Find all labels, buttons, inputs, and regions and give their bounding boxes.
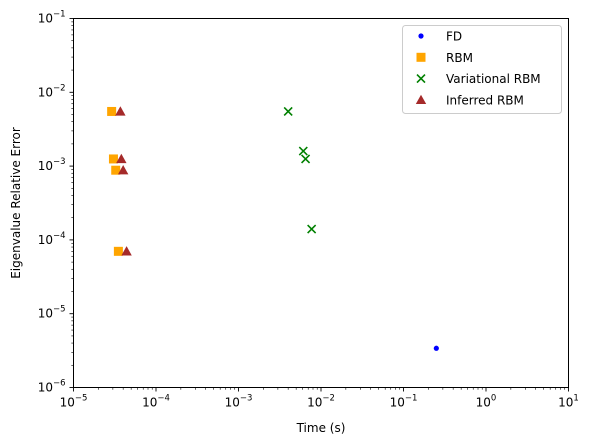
data-point [300, 154, 311, 164]
x-tick-label-exponent: 0 [491, 394, 496, 404]
y-tick-label-mantissa: 10 [38, 381, 53, 395]
data-point [116, 153, 127, 164]
y-tick-label-mantissa: 10 [38, 12, 53, 26]
x-tick-label-exponent: −4 [157, 394, 170, 404]
x-axis-label: Time (s) [296, 421, 346, 435]
y-tick-label-exponent: −2 [53, 83, 66, 93]
data-point [283, 106, 293, 117]
legend-label: Inferred RBM [446, 93, 524, 107]
x-tick-label-mantissa: 10 [142, 396, 157, 410]
legend: FD RBM Variational RBM Inferred RBM [402, 25, 562, 114]
legend-marker [416, 74, 426, 84]
x-axis-ticks: 10−5 10−4 10−3 10−2 10−1 100 101 [60, 387, 579, 410]
x-tick-label: 10−1 [390, 394, 418, 410]
y-tick-label: 10−5 [38, 305, 66, 321]
y-tick-label: 10−4 [38, 231, 66, 247]
x-tick-label: 100 [476, 394, 497, 410]
y-tick-label: 10−3 [38, 157, 66, 173]
y-tick-label-exponent: −6 [53, 379, 66, 389]
x-tick-label: 101 [558, 394, 579, 410]
y-tick-label: 10−6 [38, 379, 66, 395]
x-tick-label-mantissa: 10 [307, 396, 322, 410]
legend-label: FD [446, 30, 462, 44]
y-axis-label: Eigenvalue Relative Error [9, 127, 23, 279]
data-point [113, 246, 123, 256]
y-tick-label-mantissa: 10 [38, 159, 53, 173]
data-point [433, 345, 439, 351]
y-tick-label-mantissa: 10 [38, 233, 53, 247]
x-tick-label-exponent: −2 [322, 394, 335, 404]
y-tick-label: 10−1 [38, 10, 66, 26]
data-point [115, 106, 126, 116]
x-tick-label-mantissa: 10 [476, 396, 491, 410]
legend-marker [415, 94, 427, 105]
x-tick-label: 10−5 [60, 394, 88, 410]
x-tick-label: 10−2 [307, 394, 335, 410]
data-point [107, 106, 117, 116]
x-tick-label-mantissa: 10 [390, 396, 405, 410]
x-tick-label: 10−3 [225, 394, 253, 410]
data-point [108, 154, 118, 164]
x-tick-label-exponent: −3 [240, 394, 253, 404]
data-point [307, 224, 317, 234]
x-tick-label-mantissa: 10 [225, 396, 240, 410]
y-tick-label: 10−2 [38, 83, 66, 99]
legend-label: RBM [446, 51, 473, 65]
y-tick-label-exponent: −4 [53, 231, 66, 241]
data-point [117, 164, 129, 175]
data-point [111, 165, 121, 175]
x-tick-label: 10−4 [142, 394, 170, 410]
y-axis-ticks: 10−610−510−410−310−210−1 [38, 10, 74, 395]
y-tick-label-mantissa: 10 [38, 85, 53, 99]
x-tick-label-mantissa: 10 [60, 396, 75, 410]
x-tick-label-exponent: −5 [75, 394, 88, 404]
legend-box [402, 25, 562, 114]
x-tick-label-mantissa: 10 [558, 396, 573, 410]
legend-marker [416, 52, 426, 62]
data-point [121, 246, 132, 256]
y-tick-label-exponent: −3 [53, 157, 66, 167]
legend-label: Variational RBM [446, 72, 541, 86]
x-tick-label-exponent: 1 [573, 394, 578, 404]
y-tick-label-exponent: −5 [53, 305, 66, 315]
legend-marker [418, 33, 424, 39]
data-marks [107, 106, 439, 351]
y-tick-label-mantissa: 10 [38, 307, 53, 321]
y-tick-label-exponent: −1 [53, 10, 66, 20]
x-tick-label-exponent: −1 [405, 394, 418, 404]
data-point [298, 146, 308, 156]
